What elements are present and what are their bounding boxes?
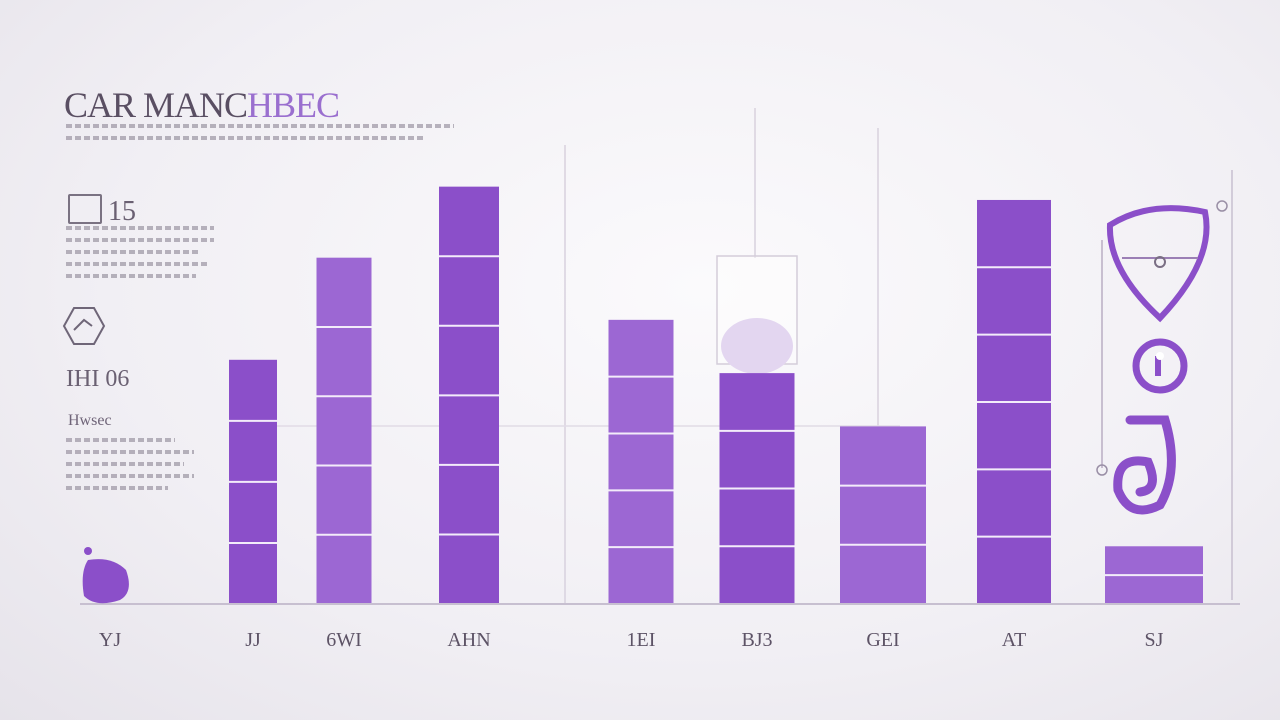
title-part-2: HBEC — [247, 85, 340, 125]
stat-2-text-lines — [66, 438, 194, 498]
stat-1-text-lines — [66, 226, 214, 286]
stat-value-1: 15 — [108, 196, 136, 227]
x-tick-label: GEI — [866, 629, 899, 651]
guide-node-icon — [1096, 464, 1108, 476]
stat-value-2: IHI 06 — [66, 366, 130, 392]
x-tick-label: JJ — [245, 629, 261, 651]
x-tick-label: 6WI — [326, 629, 362, 651]
x-tick-label: YJ — [99, 629, 121, 651]
bar-6wi — [316, 257, 372, 604]
blob-icon — [82, 547, 129, 604]
hook-icon — [1113, 415, 1176, 515]
title-part-1: CAR MANC — [64, 85, 248, 125]
x-tick-label: 1EI — [627, 629, 656, 651]
shield-icon — [1106, 205, 1210, 323]
circle-badge-icon — [1132, 338, 1188, 394]
guide-node-icon — [1216, 200, 1228, 212]
subtitle-text-lines — [66, 124, 454, 148]
x-tick-label: AHN — [447, 629, 490, 651]
bar-1ei — [608, 319, 674, 604]
stat-label-2: Hwsec — [68, 412, 112, 429]
x-tick-label: AT — [1002, 629, 1026, 651]
x-tick-label: SJ — [1145, 629, 1164, 651]
highlight-glow — [721, 318, 793, 374]
stat-box-icon — [68, 194, 102, 224]
x-tick-label: BJ3 — [741, 629, 772, 651]
hexagon-icon — [62, 307, 106, 345]
page-title: CAR MANCHBEC — [64, 84, 340, 126]
bar-gei — [840, 426, 926, 604]
